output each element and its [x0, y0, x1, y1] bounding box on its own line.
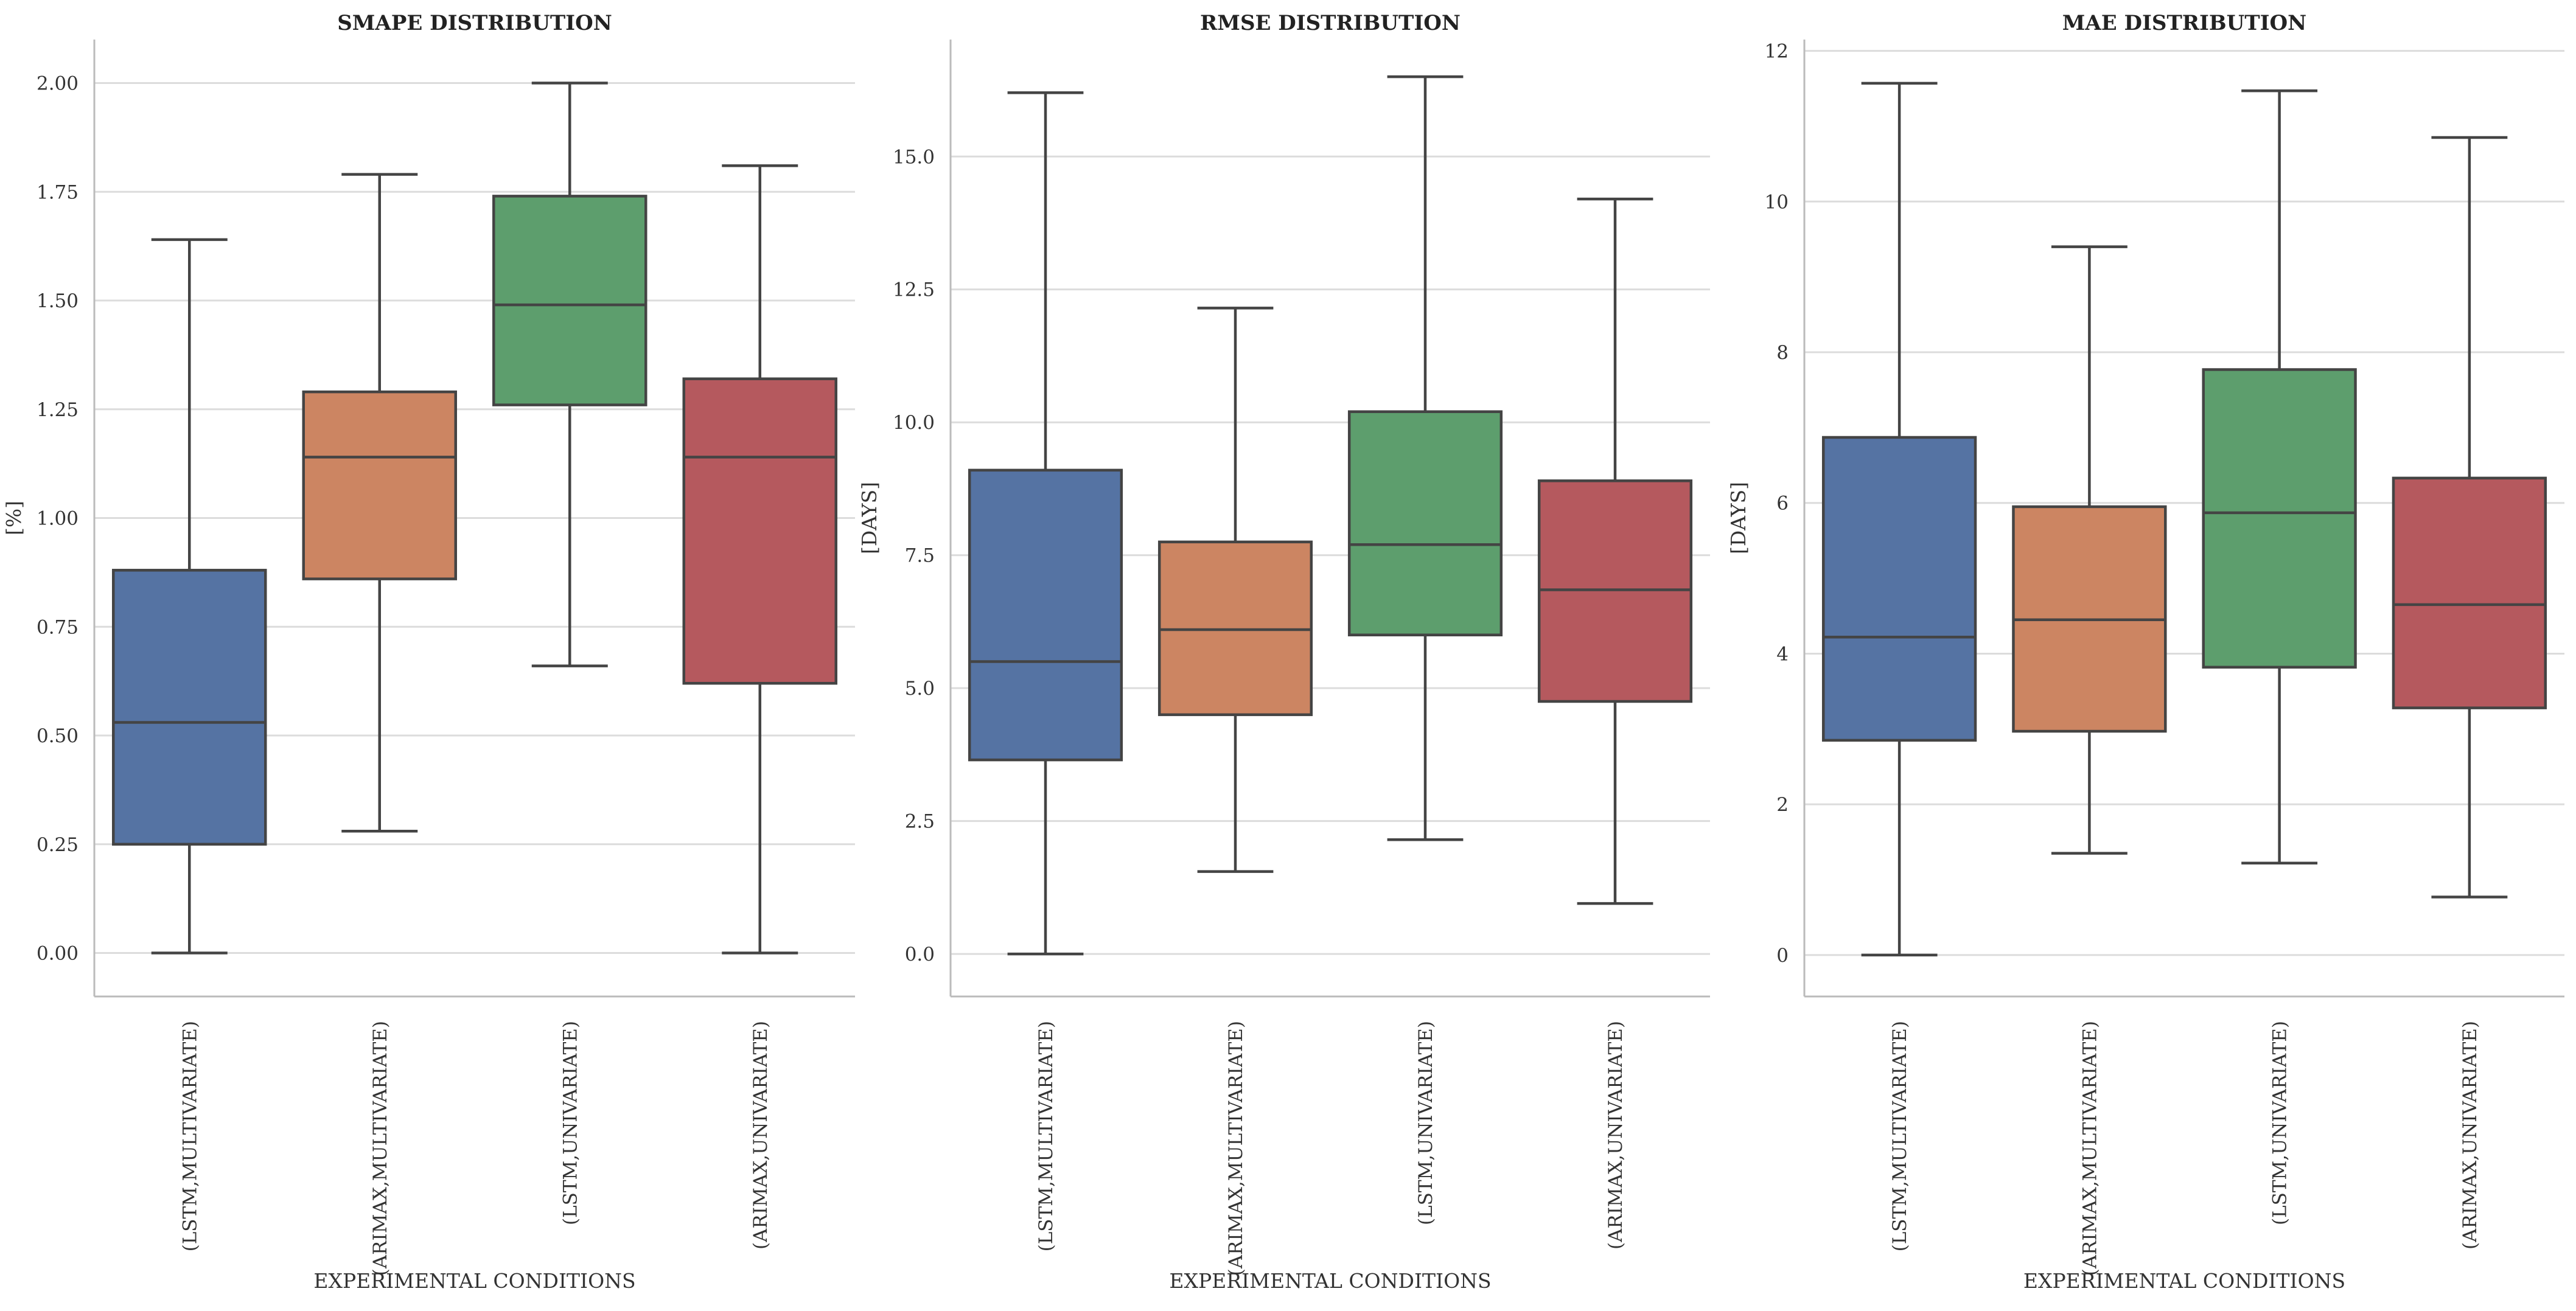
x-tick-label: (ARIMAX,UNIVARIATE): [750, 1021, 772, 1250]
x-tick-label: (ARIMAX,MULTIVARIATE): [1225, 1021, 1247, 1276]
y-tick-label: 10: [1765, 191, 1789, 213]
y-tick-label: 2.00: [37, 73, 79, 95]
y-tick-label: 1.50: [37, 290, 79, 312]
box-4: [682, 164, 837, 955]
box-1: [112, 238, 267, 955]
y-tick-label: 5.0: [905, 678, 935, 700]
chart-panel-3: 0 2 4 6 8 10 12 (LSTM,MULTIVARIATE) (ARIMAX,MULT…: [1726, 11, 2564, 1293]
box-2: [2012, 245, 2167, 855]
y-tick-label: 6: [1776, 493, 1789, 515]
y-axis-label: [DAYS]: [1726, 482, 1750, 554]
x-tick-label: (ARIMAX,UNIVARIATE): [2459, 1021, 2481, 1250]
y-tick-label: 8: [1776, 342, 1789, 364]
box-2: [1157, 307, 1313, 873]
y-tick-label: 15.0: [893, 146, 935, 168]
box-2: [302, 173, 457, 833]
chart-title: SMAPE DISTRIBUTION: [337, 11, 612, 35]
x-tick-label: (LSTM,UNIVARIATE): [1415, 1021, 1437, 1225]
x-tick-label: (LSTM,UNIVARIATE): [2269, 1021, 2291, 1225]
box-body: [1821, 436, 1977, 742]
x-axis-label: EXPERIMENTAL CONDITIONS: [2023, 1269, 2345, 1293]
chart-title: RMSE DISTRIBUTION: [1200, 11, 1461, 35]
y-tick-label: 0.0: [905, 944, 935, 965]
box-body: [2202, 368, 2357, 669]
y-axis-label: [%]: [2, 501, 26, 535]
box-body: [2392, 476, 2547, 709]
x-tick-label: (ARIMAX,MULTIVARIATE): [2079, 1021, 2101, 1276]
y-tick-label: 1.75: [37, 181, 79, 203]
box-body: [112, 569, 267, 846]
box-body: [1347, 410, 1503, 637]
box-body: [968, 468, 1123, 762]
y-tick-label: 12.5: [893, 279, 935, 301]
y-tick-label: 0.75: [37, 616, 79, 638]
y-axis-label: [DAYS]: [857, 482, 881, 554]
box-body: [492, 195, 647, 406]
y-tick-label: 12: [1765, 41, 1789, 63]
y-tick-label: 1.25: [37, 399, 79, 421]
box-1: [968, 91, 1123, 956]
box-4: [1537, 197, 1693, 905]
x-tick-label: (LSTM,MULTIVARIATE): [1035, 1021, 1057, 1251]
y-tick-label: 10.0: [893, 412, 935, 434]
x-tick-label: (ARIMAX,MULTIVARIATE): [369, 1021, 391, 1276]
box-3: [2202, 89, 2357, 865]
y-tick-label: 0: [1776, 945, 1789, 967]
box-1: [1821, 82, 1977, 957]
y-tick-label: 2.5: [905, 811, 935, 833]
box-body: [302, 390, 457, 580]
chart-panel-1: 0.00 0.25 0.50 0.75 1.00 1.25 1.50 1.75 2.00 (LST…: [2, 11, 855, 1293]
x-tick-label: (LSTM,MULTIVARIATE): [1889, 1021, 1911, 1251]
x-tick-label: (LSTM,MULTIVARIATE): [179, 1021, 201, 1251]
x-tick-label: (LSTM,UNIVARIATE): [559, 1021, 581, 1225]
y-tick-label: 0.50: [37, 725, 79, 747]
box-4: [2392, 136, 2547, 899]
box-body: [682, 377, 837, 685]
y-tick-label: 1.00: [37, 508, 79, 530]
x-tick-label: (ARIMAX,UNIVARIATE): [1605, 1021, 1627, 1250]
box-3: [492, 82, 647, 667]
box-3: [1347, 75, 1503, 841]
y-tick-label: 0.25: [37, 834, 79, 856]
x-axis-label: EXPERIMENTAL CONDITIONS: [1169, 1269, 1491, 1293]
chart-title: MAE DISTRIBUTION: [2062, 11, 2306, 35]
chart-panel-2: 0.0 2.5 5.0 7.5 10.0 12.5 15.0 (LSTM,MULTIVARIA…: [857, 11, 1710, 1293]
y-tick-label: 4: [1776, 643, 1789, 665]
y-tick-label: 7.5: [905, 545, 935, 567]
x-axis-label: EXPERIMENTAL CONDITIONS: [313, 1269, 635, 1293]
y-tick-label: 0.00: [37, 943, 79, 965]
y-tick-label: 2: [1776, 794, 1789, 816]
